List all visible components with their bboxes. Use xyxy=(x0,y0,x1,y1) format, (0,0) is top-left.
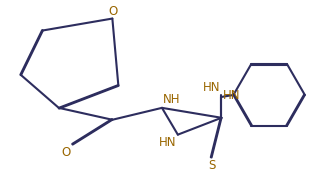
Text: NH: NH xyxy=(163,93,180,106)
Text: HN: HN xyxy=(203,81,220,94)
Text: O: O xyxy=(61,146,71,159)
Text: HN: HN xyxy=(159,136,177,149)
Text: S: S xyxy=(208,159,215,172)
Text: O: O xyxy=(109,4,118,18)
Text: HN: HN xyxy=(222,90,240,102)
